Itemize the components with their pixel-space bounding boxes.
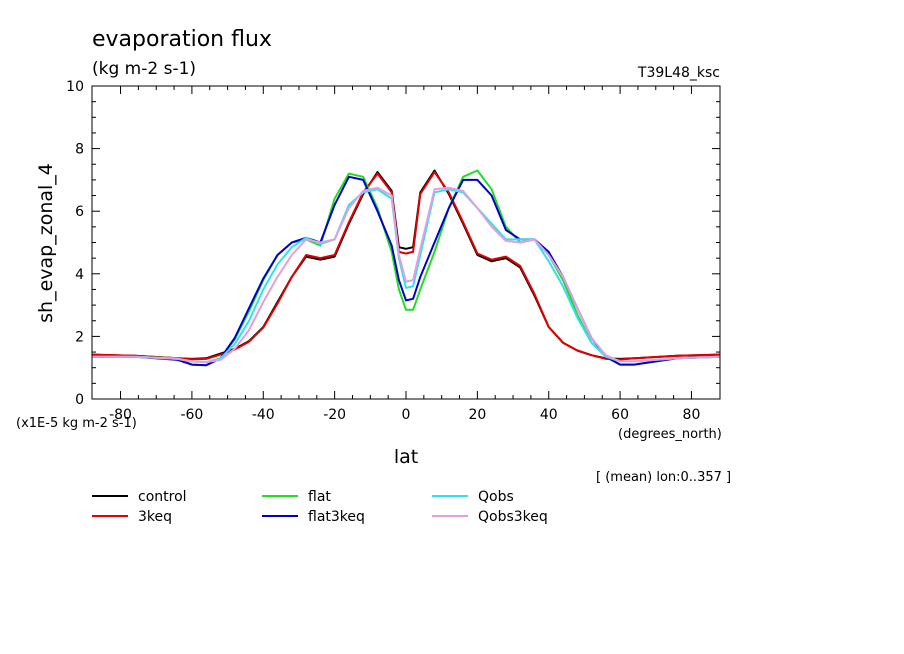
x-tick-label: 80 (683, 407, 701, 423)
series-line-qobs (92, 188, 721, 364)
averaging-note: [ (mean) lon:0..357 ] (596, 470, 731, 485)
x-tick-label: 20 (468, 407, 486, 423)
y-tick-label: 6 (75, 204, 84, 220)
x-tick-label: -80 (109, 407, 132, 423)
chart-title: evaporation flux (92, 27, 272, 52)
x-tick-label: -20 (323, 407, 346, 423)
y-scale-note: (x1E-5 kg m-2 s-1) (16, 416, 137, 431)
x-tick-label: 40 (540, 407, 558, 423)
legend-label-flat: flat (308, 489, 331, 505)
experiment-label: T39L48_ksc (637, 65, 720, 81)
x-tick-label: 0 (402, 407, 411, 423)
y-tick-label: 2 (75, 329, 84, 345)
plot-axes: -80 -60 -40 -20 0 20 40 60 80 0 2 4 6 8 10 (66, 79, 721, 423)
x-axis-label: lat (394, 446, 418, 468)
x-axis-units: (degrees_north) (618, 427, 722, 442)
legend-label-control: control (138, 489, 187, 505)
legend-label-qobs3keq: Qobs3keq (478, 509, 548, 525)
y-axis-label: sh_evap_zonal_4 (35, 163, 57, 323)
y-tick-label: 10 (66, 79, 84, 95)
legend: control 3keq flat flat3keq Qobs Qobs3keq (92, 489, 548, 525)
series-line-qobs3keq (92, 186, 721, 364)
legend-label-qobs: Qobs (478, 489, 514, 505)
legend-label-3keq: 3keq (138, 509, 172, 525)
y-tick-label: 4 (75, 267, 84, 283)
x-tick-label: -60 (180, 407, 203, 423)
x-tick-label: 60 (611, 407, 629, 423)
y-tick-label: 8 (75, 142, 84, 158)
x-tick-label: -40 (252, 407, 275, 423)
chart-units: (kg m-2 s-1) (92, 59, 196, 79)
series-line-3keq (91, 171, 721, 361)
y-tick-label: 0 (75, 392, 84, 408)
series-lines (91, 169, 721, 367)
legend-label-flat3keq: flat3keq (308, 509, 365, 525)
